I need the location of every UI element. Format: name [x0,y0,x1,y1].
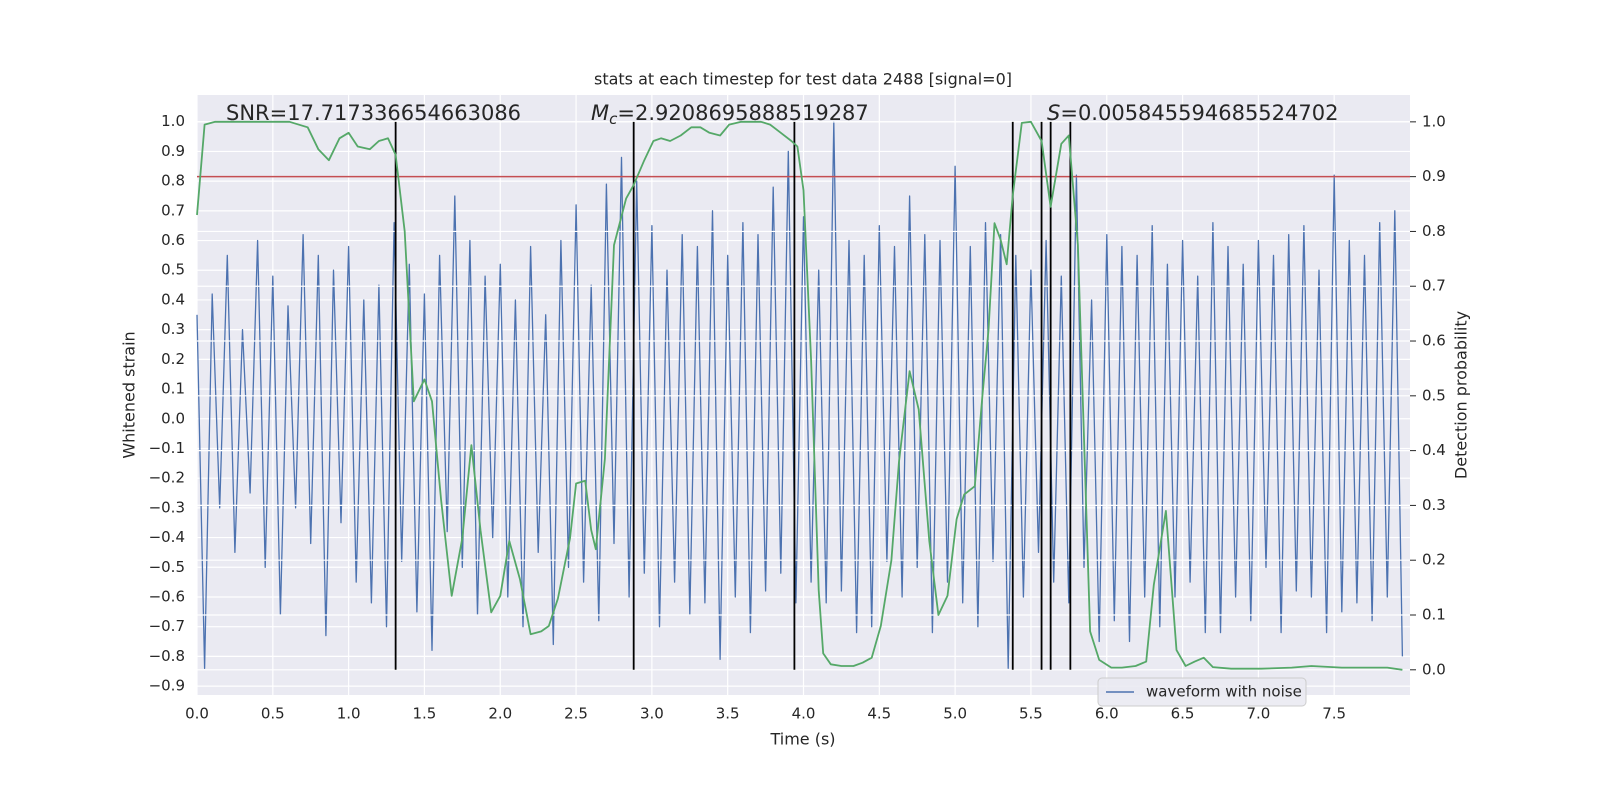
y2-tick-label: 0.3 [1422,496,1446,514]
y-tick-label: −0.4 [149,528,185,546]
annotation-symbol: S [1047,101,1060,125]
x-tick-label: 3.5 [716,705,740,723]
x-tick-label: 2.5 [564,705,588,723]
y-tick-label: −0.1 [149,439,185,457]
x-tick-label: 3.0 [640,705,664,723]
x-tick-label: 7.0 [1246,705,1270,723]
x-tick-label: 0.0 [185,705,209,723]
y-tick-label: 1.0 [161,112,185,130]
legend-box [1097,677,1307,707]
data-line [196,121,1404,669]
x-tick-label: 6.5 [1171,705,1195,723]
y-tick-label: 0.6 [161,231,185,249]
y-tick-label: 0.1 [161,380,185,398]
y-tick-label: 0.3 [161,320,185,338]
y-tick-label: −0.5 [149,558,185,576]
y2-tick-label: 0.0 [1422,660,1446,678]
y-tick-label: 0.4 [161,290,185,308]
data-line [196,120,1403,671]
annotation-symbol: M [591,101,609,125]
y2-tick-label: 0.8 [1422,222,1446,240]
y-tick-label: −0.6 [149,587,185,605]
x-tick-label: 4.5 [867,705,891,723]
y2-tick-label: 0.7 [1422,277,1446,295]
y2-tick-label: 0.1 [1422,606,1446,624]
chart-title: stats at each timestep for test data 248… [594,70,1012,89]
x-tick-label: 2.0 [488,705,512,723]
y-tick-label: 0.9 [161,142,185,160]
y-tick-label: −0.8 [149,647,185,665]
y-tick-label: −0.7 [149,617,185,635]
y-tick-label: 0.8 [161,172,185,190]
annotation-subscript: c [609,110,618,128]
y-axis-label: Whitened strain [120,331,139,458]
y-tick-label: 0.5 [161,261,185,279]
x-tick-label: 1.0 [337,705,361,723]
y2-axis-label: Detection probability [1452,311,1471,479]
annotation: S=0.005845594685524702 [1047,101,1338,125]
x-tick-label: 0.5 [261,705,285,723]
y2-tick-label: 0.4 [1422,441,1446,459]
y-tick-label: 0.2 [161,350,185,368]
y-tick-label: 0.0 [161,409,185,427]
y-tick-label: −0.3 [149,498,185,516]
annotation-text: SNR=17.717336654663086 [226,101,521,125]
legend-label: waveform with noise [1146,683,1302,701]
annotation-text: =2.9208695888519287 [617,101,868,125]
y-tick-label: −0.2 [149,469,185,487]
x-tick-label: 7.5 [1322,705,1346,723]
y2-tick-label: 0.2 [1422,551,1446,569]
y2-tick-label: 0.9 [1422,167,1446,185]
annotation: SNR=17.717336654663086 [226,101,521,125]
y2-tick-label: 0.6 [1422,332,1446,350]
x-tick-label: 6.0 [1095,705,1119,723]
annotation-text: =0.005845594685524702 [1060,101,1338,125]
x-tick-label: 5.0 [943,705,967,723]
y2-tick-label: 0.5 [1422,386,1446,404]
y-tick-label: −0.9 [149,677,185,695]
y-tick-label: 0.7 [161,201,185,219]
annotation: Mc=2.9208695888519287 [591,101,869,128]
x-tick-label: 1.5 [413,705,437,723]
x-tick-label: 4.0 [792,705,816,723]
x-tick-label: 5.5 [1019,705,1043,723]
x-axis-label: Time (s) [769,730,835,749]
y2-tick-label: 1.0 [1422,112,1446,130]
